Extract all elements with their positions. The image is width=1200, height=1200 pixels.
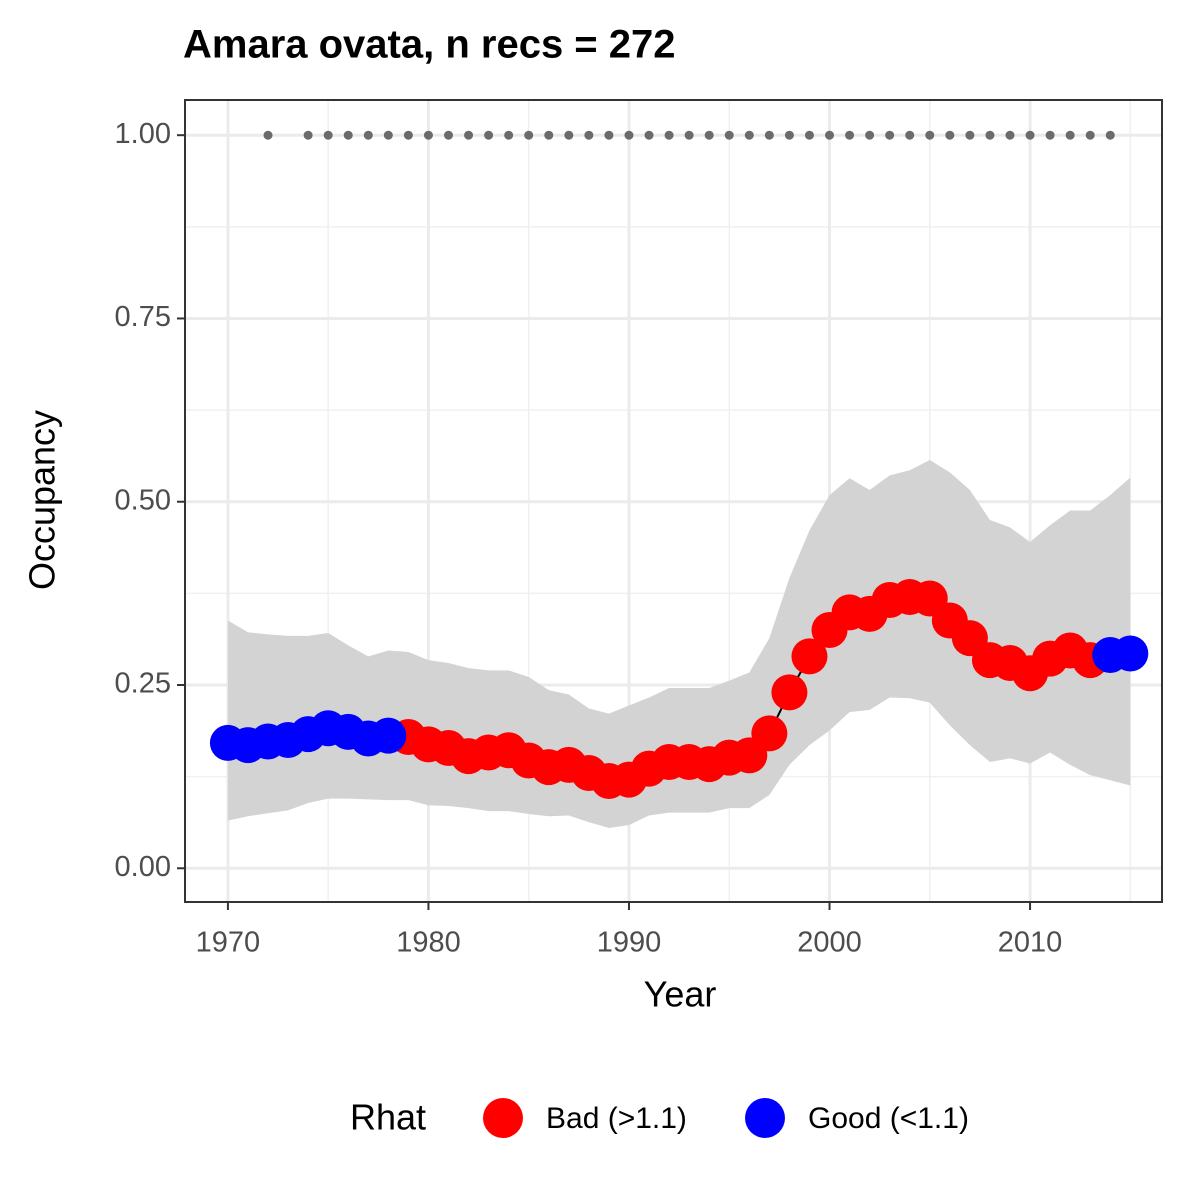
point: [370, 717, 407, 754]
record-dot: [444, 130, 454, 140]
y-tick-label: 0.75: [115, 301, 171, 333]
record-dot: [865, 130, 875, 140]
legend-label: Good (<1.1): [808, 1102, 969, 1135]
record-dot: [303, 130, 313, 140]
point: [771, 674, 808, 711]
record-dot: [564, 130, 574, 140]
y-tick-label: 0.25: [115, 668, 171, 700]
record-dot: [804, 130, 814, 140]
record-dot: [624, 130, 634, 140]
chart-title: Amara ovata, n recs = 272: [183, 23, 676, 67]
record-dot: [845, 130, 855, 140]
record-dot: [504, 130, 514, 140]
record-dot: [403, 130, 413, 140]
x-tick-label: 1990: [597, 927, 662, 959]
panel-border: [184, 99, 1163, 903]
record-dot: [484, 130, 494, 140]
record-dot: [363, 130, 373, 140]
x-axis-title: Year: [644, 974, 717, 1015]
record-dot: [744, 130, 754, 140]
y-tick-label: 0.50: [115, 484, 171, 516]
y-tick-label: 0.00: [115, 851, 171, 883]
record-dot: [644, 130, 654, 140]
record-dot: [383, 130, 393, 140]
legend-label: Bad (>1.1): [546, 1102, 687, 1135]
record-dot: [323, 130, 333, 140]
record-dot: [1045, 130, 1055, 140]
record-dot: [1065, 130, 1075, 140]
x-tick-label: 1980: [396, 927, 461, 959]
record-dot: [584, 130, 594, 140]
record-dot: [925, 130, 935, 140]
record-dot: [423, 130, 433, 140]
point: [751, 715, 788, 752]
record-dot: [684, 130, 694, 140]
legend-swatch: [483, 1098, 523, 1138]
record-dot: [704, 130, 714, 140]
x-tick-label: 1970: [196, 927, 261, 959]
legend-swatch: [745, 1098, 785, 1138]
record-dot: [524, 130, 534, 140]
record-dot: [945, 130, 955, 140]
record-dot: [263, 130, 273, 140]
record-dot: [965, 130, 975, 140]
record-dot: [825, 130, 835, 140]
record-dot: [464, 130, 474, 140]
record-dot: [343, 130, 353, 140]
y-tick-label: 1.00: [115, 118, 171, 150]
record-dot: [1105, 130, 1115, 140]
record-dot: [784, 130, 794, 140]
record-dot: [764, 130, 774, 140]
record-dot: [1025, 130, 1035, 140]
y-axis-title: Occupancy: [22, 410, 63, 590]
record-dot: [1005, 130, 1015, 140]
record-dot: [724, 130, 734, 140]
legend-title: Rhat: [350, 1097, 426, 1138]
x-tick-label: 2000: [797, 927, 862, 959]
record-dot: [544, 130, 554, 140]
point: [791, 638, 828, 675]
record-dot: [885, 130, 895, 140]
record-dot: [1085, 130, 1095, 140]
point: [1112, 635, 1149, 672]
record-dot: [604, 130, 614, 140]
record-dot: [985, 130, 995, 140]
x-tick-label: 2010: [998, 927, 1063, 959]
record-dot: [905, 130, 915, 140]
record-dot: [664, 130, 674, 140]
